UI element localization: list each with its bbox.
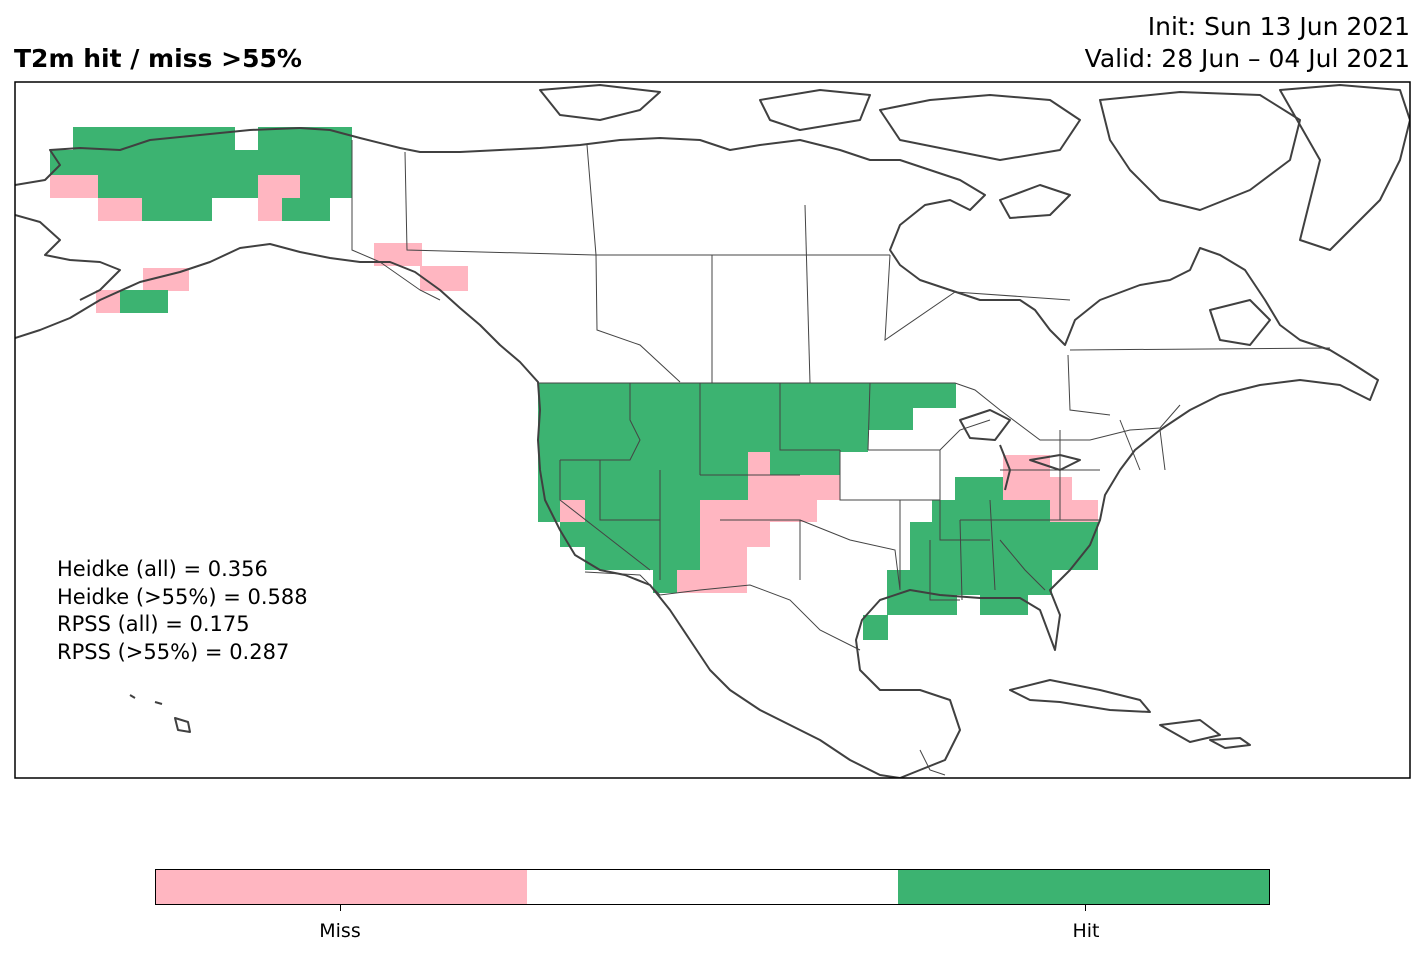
valid-date: Valid: 28 Jun – 04 Jul 2021 xyxy=(1084,44,1410,73)
colorbar-tick-hit xyxy=(1085,905,1086,911)
miss-cell xyxy=(803,475,840,500)
hit-cell xyxy=(73,127,235,150)
hit-cell xyxy=(538,383,956,408)
heidke-all: Heidke (all) = 0.356 xyxy=(57,557,268,581)
colorbar-hit-segment xyxy=(898,870,1269,904)
miss-cell xyxy=(677,570,747,593)
hit-cell xyxy=(653,570,677,593)
miss-cell xyxy=(98,198,142,221)
colorbar-label-miss: Miss xyxy=(319,920,361,942)
miss-cell xyxy=(700,500,817,522)
miss-cell xyxy=(748,475,803,500)
hit-cell xyxy=(300,175,352,198)
map-frame xyxy=(14,81,1411,779)
miss-cell xyxy=(1060,477,1072,500)
miss-cell xyxy=(1003,455,1025,477)
coastlines xyxy=(15,84,1410,778)
miss-cell xyxy=(420,266,468,291)
hit-cell xyxy=(585,547,700,570)
miss-cell xyxy=(700,522,770,547)
miss-cell xyxy=(143,268,189,291)
colorbar-neutral-segment xyxy=(527,870,898,904)
rpss-55: RPSS (>55%) = 0.287 xyxy=(57,639,290,664)
hit-cell xyxy=(770,452,840,475)
hit-cell xyxy=(538,475,723,500)
miss-cell xyxy=(1050,500,1098,522)
hit-cell xyxy=(538,430,868,452)
hit-cell xyxy=(887,595,957,615)
miss-cell xyxy=(258,198,282,221)
hit-cell xyxy=(50,150,352,175)
hit-cell xyxy=(538,408,913,430)
hit-cell xyxy=(142,198,212,221)
miss-cell xyxy=(1003,477,1060,500)
hit-cell xyxy=(585,500,700,522)
hit-cell xyxy=(723,475,748,500)
miss-cell xyxy=(748,452,770,475)
init-date: Init: Sun 13 Jun 2021 xyxy=(1147,12,1410,41)
miss-cell xyxy=(50,175,98,198)
political-borders xyxy=(351,140,1331,776)
miss-cell xyxy=(700,547,747,570)
miss-cell xyxy=(374,243,422,266)
forecast-map xyxy=(14,81,1411,779)
hit-cell xyxy=(98,175,258,198)
hit-cell xyxy=(955,477,1003,500)
miss-cell xyxy=(560,500,585,522)
hit-cell xyxy=(560,522,700,547)
hit-cell xyxy=(863,615,888,640)
colorbar-label-hit: Hit xyxy=(1072,920,1100,942)
hit-cell xyxy=(258,127,352,150)
colorbar xyxy=(155,869,1270,905)
skill-scores: Heidke (all) = 0.356 Heidke (>55%) = 0.5… xyxy=(57,556,308,666)
map-title: T2m hit / miss >55% xyxy=(14,44,302,73)
verification-cells xyxy=(50,127,1098,640)
hit-cell xyxy=(538,452,748,475)
hit-cell xyxy=(910,547,1098,570)
hit-cell xyxy=(980,595,1028,615)
rpss-all: RPSS (all) = 0.175 xyxy=(57,612,250,636)
miss-cell xyxy=(96,290,120,313)
hit-cell xyxy=(538,500,560,522)
colorbar-tick-miss xyxy=(340,905,341,911)
date-info: Init: Sun 13 Jun 2021 Valid: 28 Jun – 04… xyxy=(1085,11,1410,75)
hit-cell xyxy=(910,522,1050,547)
heidke-55: Heidke (>55%) = 0.588 xyxy=(57,584,308,609)
colorbar-miss-segment xyxy=(156,870,527,904)
hit-cell xyxy=(120,290,168,313)
hit-cell xyxy=(282,198,330,221)
